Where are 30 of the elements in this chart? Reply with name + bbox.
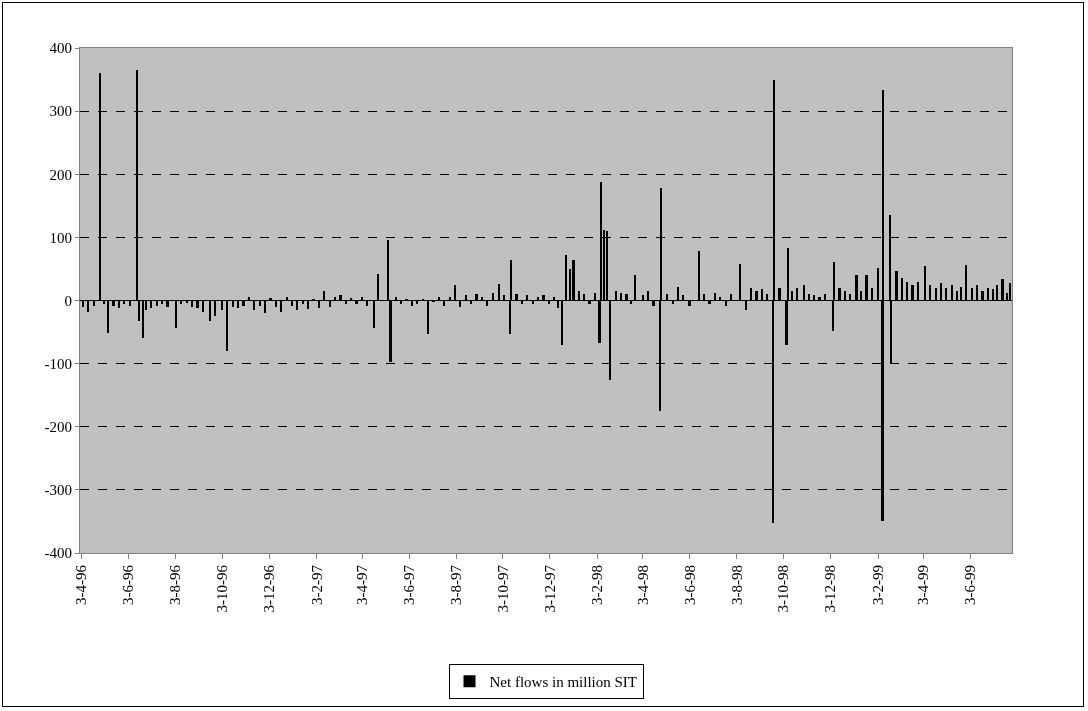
x-tick-label: 3-4-98 [634, 565, 651, 605]
x-tick-label: 3-6-96 [120, 564, 137, 605]
y-tick-label: 200 [49, 166, 72, 183]
y-tick-label: -100 [44, 355, 72, 372]
x-tick-label: 3-4-96 [73, 564, 90, 605]
y-tick-label: -200 [44, 419, 72, 435]
x-tick-label: 3-4-97 [354, 564, 371, 605]
y-tick-label: -400 [44, 545, 72, 562]
y-tick-label: 0 [64, 292, 72, 309]
x-tick-label: 3-8-96 [167, 564, 184, 605]
x-tick-label: 3-6-97 [400, 564, 417, 605]
x-tick-label: 3-10-98 [775, 565, 792, 613]
y-tick-label: 100 [49, 229, 72, 246]
x-tick-label: 3-10-96 [214, 564, 231, 613]
x-tick-label: 3-8-97 [447, 564, 464, 605]
y-tick-label: 400 [49, 40, 72, 57]
x-tick-label: 3-2-98 [589, 565, 606, 605]
x-tick-label: 3-12-97 [541, 564, 558, 613]
x-tick-label: 3-6-99 [962, 565, 979, 605]
x-tick-label: 3-10-97 [494, 564, 511, 613]
y-tick-label: 300 [49, 103, 72, 120]
x-tick-label: 3-2-97 [308, 564, 325, 605]
x-tick-label: 3-6-98 [681, 565, 698, 605]
x-tick-label: 3-12-98 [822, 565, 839, 613]
x-tick-label: 3-8-98 [728, 565, 745, 605]
x-tick-label: 3-2-99 [870, 565, 887, 605]
x-tick-label: 3-12-96 [261, 564, 278, 613]
legend-label: Net flows in million SIT [489, 674, 637, 691]
y-tick-label: -300 [44, 482, 72, 499]
x-tick-label: 3-4-99 [915, 565, 932, 605]
